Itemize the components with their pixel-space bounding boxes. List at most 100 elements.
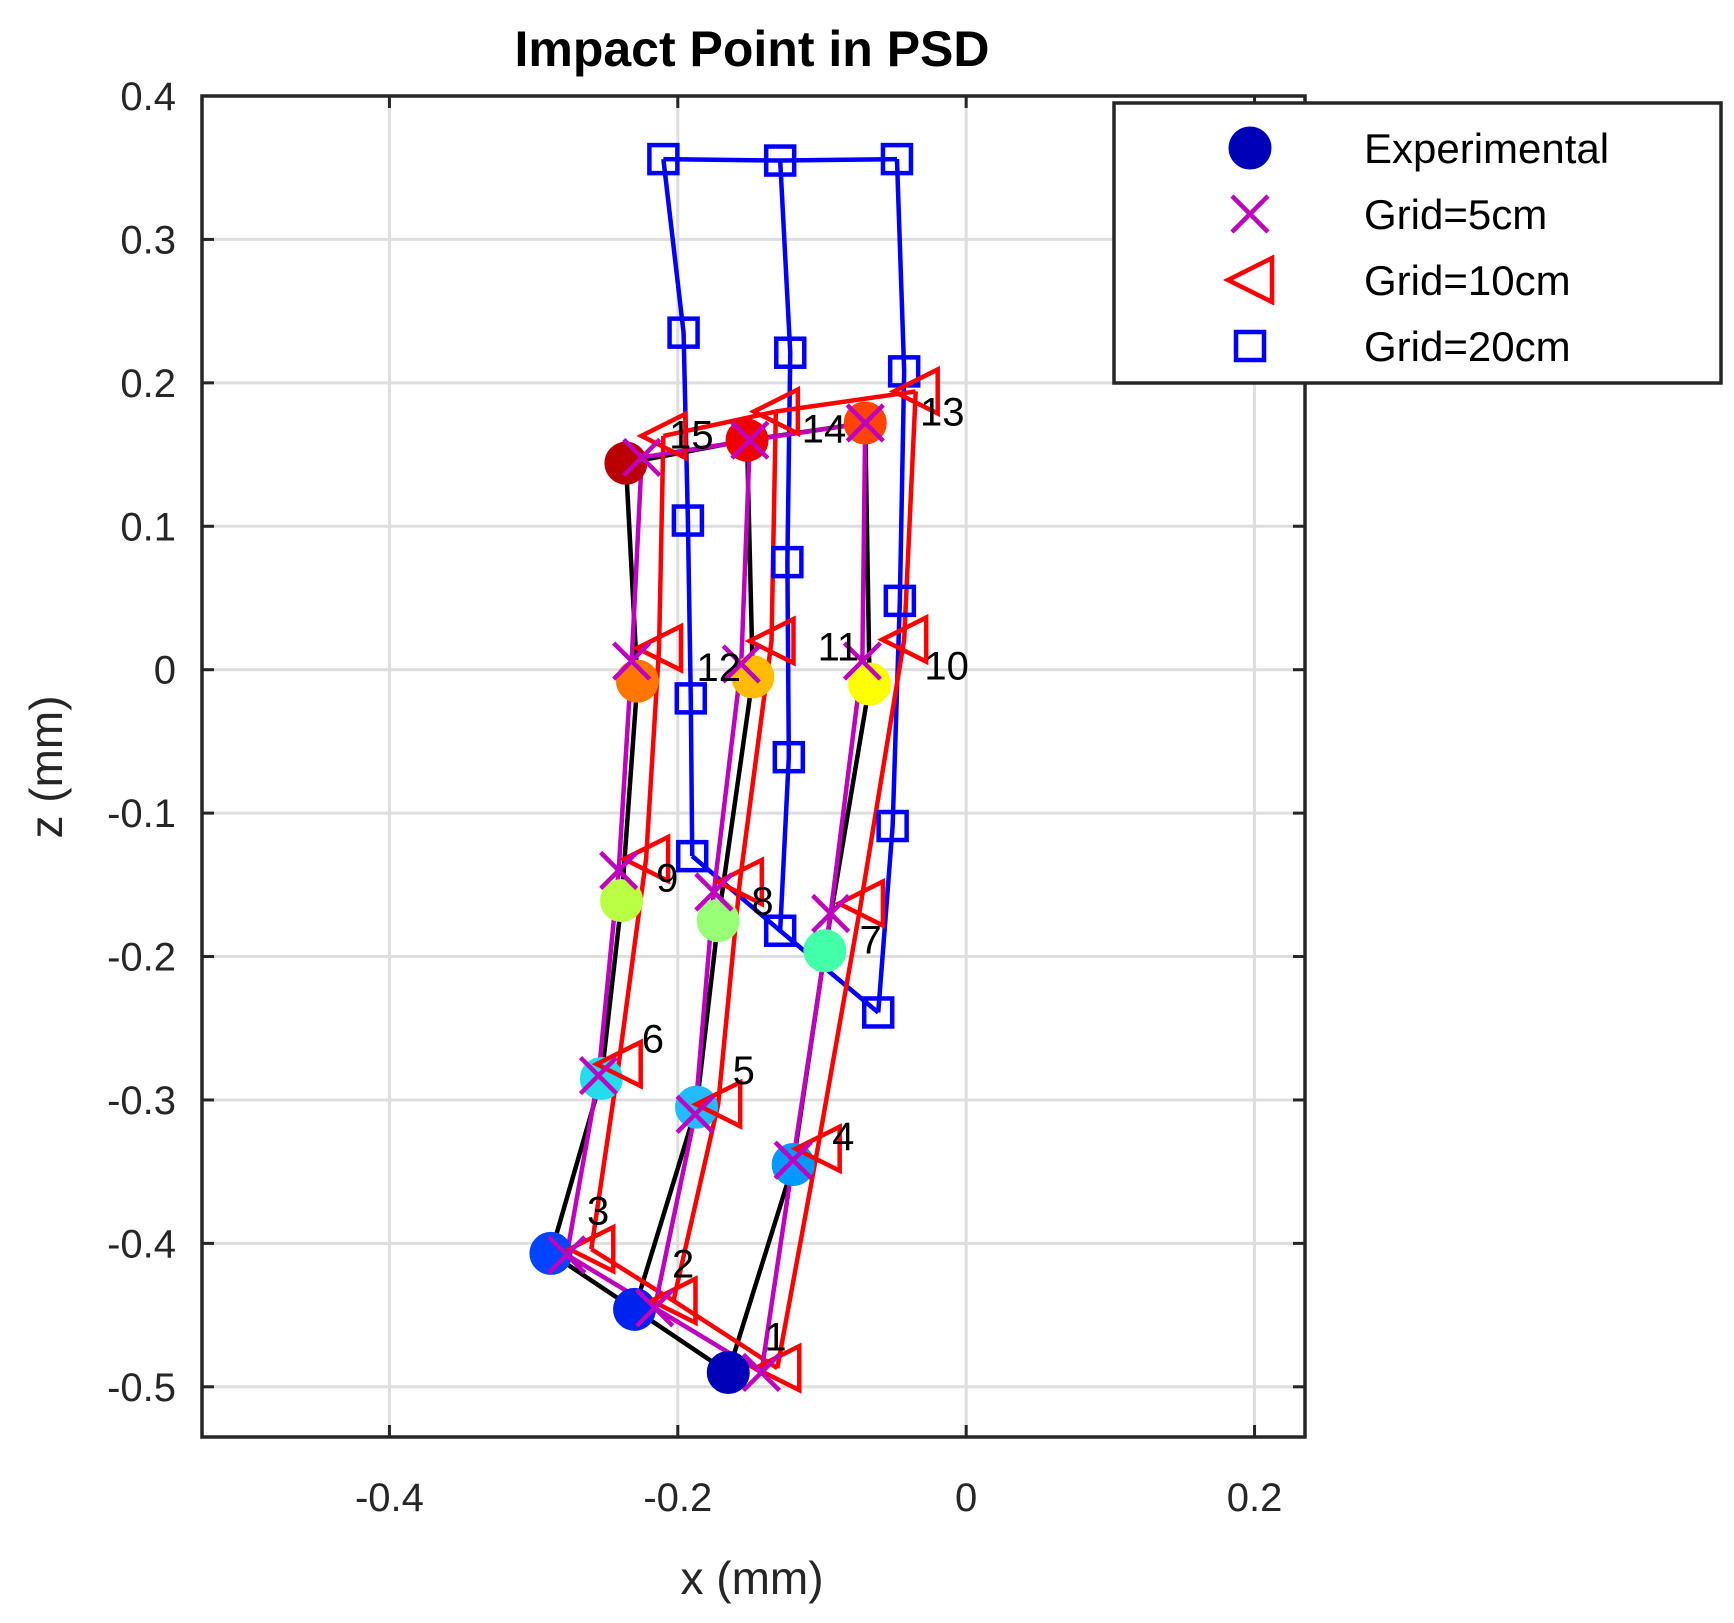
point-label: 2 bbox=[672, 1242, 694, 1286]
y-tick-label: 0 bbox=[154, 649, 176, 693]
point-label: 9 bbox=[656, 857, 678, 901]
point-label: 15 bbox=[669, 413, 714, 457]
legend-experimental-marker bbox=[1228, 126, 1272, 170]
x-tick-label: 0 bbox=[955, 1476, 977, 1520]
grid-10cm-series-line bbox=[662, 389, 917, 439]
grid-20cm-marker bbox=[883, 584, 917, 618]
grid-5cm-marker bbox=[547, 1235, 587, 1275]
point-label: 8 bbox=[751, 880, 773, 924]
grid-10cm-marker bbox=[564, 1223, 616, 1275]
point-label: 5 bbox=[733, 1049, 755, 1093]
grid-20cm-marker bbox=[763, 914, 797, 947]
grid-20cm-marker bbox=[772, 740, 806, 774]
grid-20cm-marker bbox=[675, 839, 709, 873]
x-tick-label: -0.4 bbox=[355, 1476, 424, 1520]
legend-grid-5cm-label: Grid=5cm bbox=[1364, 191, 1547, 238]
grid-10cm-marker bbox=[636, 410, 688, 462]
legend-experimental-label: Experimental bbox=[1364, 125, 1609, 172]
grid-20cm-marker bbox=[671, 504, 705, 537]
legend-box bbox=[1112, 101, 1723, 385]
legend-grid-20cm-marker bbox=[1233, 329, 1267, 363]
experimental-marker bbox=[529, 1231, 573, 1275]
legend: Experimental Grid=5cm Grid=10cm Grid=20cm bbox=[1112, 101, 1723, 385]
grid-10cm-marker bbox=[691, 1078, 743, 1130]
y-tick-label: 0.4 bbox=[120, 75, 176, 119]
grid-20cm-marker bbox=[861, 996, 895, 1029]
legend-grid-5cm-marker bbox=[1230, 194, 1270, 234]
experimental-marker bbox=[696, 899, 740, 943]
grid-20cm-series-line bbox=[663, 156, 897, 163]
grid-20cm-series-line bbox=[875, 159, 907, 1013]
legend-grid-10cm-marker bbox=[1222, 254, 1275, 306]
point-label: 1 bbox=[764, 1316, 786, 1360]
point-label: 12 bbox=[697, 646, 742, 690]
grid-10cm-marker bbox=[632, 622, 684, 674]
grid-20cm-marker bbox=[647, 142, 680, 176]
experimental-marker bbox=[803, 929, 847, 973]
grid-20cm-marker bbox=[771, 545, 804, 579]
y-tick-label: -0.5 bbox=[107, 1366, 176, 1410]
grid-10cm-marker bbox=[833, 877, 886, 930]
point-label: 7 bbox=[859, 918, 881, 962]
grid-20cm-series-line bbox=[661, 158, 695, 857]
series-connecting-lines bbox=[548, 156, 918, 1375]
grid-5cm-marker bbox=[622, 437, 662, 478]
experimental-marker bbox=[613, 1287, 657, 1331]
experimental-marker bbox=[848, 662, 892, 706]
point-label: 14 bbox=[802, 408, 847, 452]
grid-10cm-marker bbox=[712, 856, 765, 908]
grid-5cm-marker bbox=[675, 1094, 715, 1134]
grid-20cm-marker bbox=[880, 142, 914, 176]
legend-grid-10cm-label: Grid=10cm bbox=[1364, 257, 1571, 304]
grid-20cm-marker bbox=[763, 144, 797, 177]
grid-10cm-series-line bbox=[589, 435, 666, 1250]
grid-10cm-series-line bbox=[775, 391, 918, 1369]
x-tick-label: 0.2 bbox=[1227, 1476, 1283, 1520]
point-label: 11 bbox=[818, 626, 860, 670]
grid-10cm-marker bbox=[877, 613, 929, 666]
grid-5cm-marker bbox=[721, 644, 761, 684]
grid-5cm-marker bbox=[599, 850, 639, 891]
point-label: 4 bbox=[832, 1115, 854, 1159]
x-tick-label: -0.2 bbox=[643, 1476, 712, 1520]
series-markers bbox=[529, 142, 940, 1394]
grid-5cm-marker bbox=[842, 641, 882, 681]
experimental-marker bbox=[615, 659, 659, 703]
y-tick-label: 0.3 bbox=[120, 218, 176, 262]
grid-5cm-marker bbox=[773, 1140, 813, 1180]
grid-20cm-series-line bbox=[777, 160, 793, 931]
plot-frame bbox=[200, 94, 1307, 1439]
grid-10cm-marker bbox=[748, 385, 801, 438]
experimental-marker bbox=[706, 1350, 750, 1394]
point-label: 6 bbox=[642, 1017, 664, 1061]
y-tick-label: -0.2 bbox=[107, 936, 176, 980]
y-tick-label: -0.4 bbox=[107, 1222, 176, 1266]
point-label: 3 bbox=[587, 1189, 609, 1233]
grid-20cm-marker bbox=[667, 316, 700, 349]
grid-10cm-marker bbox=[744, 615, 796, 667]
grid-5cm-marker bbox=[845, 403, 885, 443]
chart-title: Impact Point in PSD bbox=[514, 21, 989, 77]
y-axis-label: z (mm) bbox=[20, 695, 72, 838]
experimental-marker bbox=[675, 1085, 719, 1129]
grid-20cm-marker bbox=[674, 682, 708, 715]
grid-20cm-marker bbox=[774, 336, 807, 369]
grid-5cm-marker bbox=[811, 893, 851, 934]
axis-ticks: -0.4 -0.2 0 0.2 0.4 0.3 0.2 0.1 0 -0.1 -0.2 -0.3 -0.… bbox=[107, 75, 1305, 1520]
grid-10cm-marker bbox=[591, 1038, 643, 1090]
legend-grid-20cm-label: Grid=20cm bbox=[1364, 323, 1571, 370]
grid-5cm-marker bbox=[741, 1352, 782, 1393]
experimental-marker bbox=[604, 441, 648, 485]
grid-5cm-marker bbox=[694, 872, 734, 912]
grid-10cm-marker bbox=[646, 1275, 698, 1327]
grid-5cm-marker bbox=[730, 420, 770, 460]
point-label: 10 bbox=[924, 644, 969, 688]
grid-5cm-marker bbox=[612, 641, 652, 681]
y-tick-label: 0.1 bbox=[120, 505, 176, 549]
x-axis-label: x (mm) bbox=[680, 1552, 823, 1604]
y-tick-label: -0.3 bbox=[107, 1079, 176, 1123]
grid-20cm-marker bbox=[876, 809, 909, 843]
grid-5cm-marker bbox=[635, 1288, 675, 1328]
grid-10cm-marker bbox=[619, 833, 671, 885]
